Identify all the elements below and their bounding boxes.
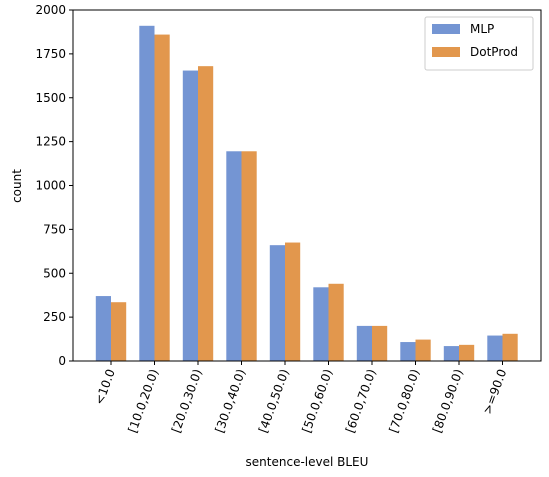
- bar-mlp-7: [400, 342, 416, 361]
- legend-label-dotprod: DotProd: [470, 45, 518, 59]
- x-tick-label-4: [40.0,50.0): [256, 367, 292, 434]
- y-axis: 0 250 500 750 1000 1250 1500 1750 2000: [35, 3, 73, 368]
- bar-mlp-0: [95, 296, 111, 361]
- x-tick-label-3: [30.0,40.0): [212, 367, 248, 434]
- y-tick-label-1750: 1750: [35, 47, 66, 61]
- legend-label-mlp: MLP: [470, 22, 494, 36]
- bars-layer: [95, 25, 518, 362]
- bar-mlp-6: [356, 325, 372, 361]
- x-tick-label-8: [80.0,90.0): [430, 367, 466, 434]
- y-axis-label: count: [10, 169, 24, 203]
- bar-dotprod-4: [285, 242, 301, 361]
- y-tick-label-1500: 1500: [35, 91, 66, 105]
- y-tick-label-1000: 1000: [35, 179, 66, 193]
- x-tick-label-9: >=90.0: [480, 367, 509, 416]
- bar-mlp-2: [182, 70, 198, 362]
- y-tick-label-750: 750: [43, 222, 66, 236]
- bar-dotprod-3: [241, 151, 257, 361]
- y-tick-label-1250: 1250: [35, 135, 66, 149]
- x-tick-label-6: [60.0,70.0): [343, 367, 379, 434]
- y-tick-label-0: 0: [58, 354, 66, 368]
- x-axis: <10.0 [10.0,20.0) [20.0,30.0) [30.0,40.0) [4…: [92, 361, 509, 435]
- bar-dotprod-2: [198, 66, 214, 361]
- y-tick-label-500: 500: [43, 266, 66, 280]
- x-tick-label-2: [20.0,30.0): [169, 367, 205, 434]
- bar-dotprod-1: [154, 34, 170, 361]
- bar-mlp-1: [139, 25, 155, 362]
- bar-dotprod-0: [111, 302, 127, 361]
- bar-dotprod-8: [459, 344, 475, 361]
- bar-mlp-4: [269, 245, 285, 361]
- y-tick-label-2000: 2000: [35, 3, 66, 17]
- legend: MLP DotProd: [424, 16, 534, 71]
- legend-swatch-mlp: [432, 24, 460, 34]
- x-axis-label: sentence-level BLEU: [246, 455, 369, 469]
- x-tick-label-7: [70.0,80.0): [386, 367, 422, 434]
- bar-dotprod-7: [415, 339, 431, 361]
- bar-dotprod-9: [502, 333, 518, 361]
- legend-swatch-dotprod: [432, 47, 460, 57]
- bar-mlp-5: [313, 287, 329, 361]
- x-tick-label-5: [50.0,60.0): [299, 367, 335, 434]
- y-tick-label-250: 250: [43, 310, 66, 324]
- bar-mlp-3: [226, 151, 242, 361]
- bar-dotprod-5: [328, 283, 344, 361]
- bar-mlp-8: [443, 346, 459, 361]
- bar-mlp-9: [487, 335, 503, 361]
- x-tick-label-0: <10.0: [92, 367, 118, 406]
- x-tick-label-1: [10.0,20.0): [125, 367, 161, 434]
- bar-dotprod-6: [372, 325, 388, 361]
